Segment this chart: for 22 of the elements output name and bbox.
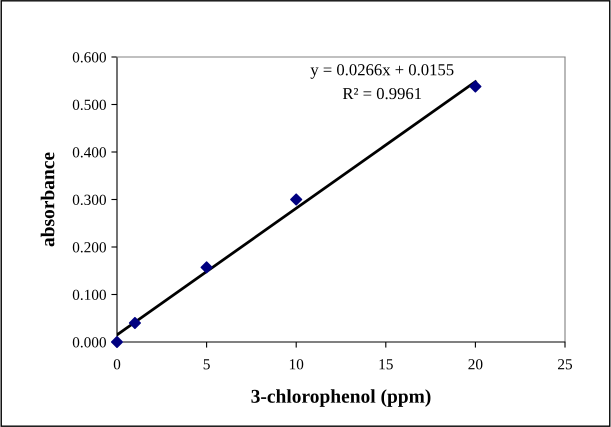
y-tick-label: 0.300 (72, 194, 106, 206)
x-tick-label: 0 (114, 359, 120, 370)
y-tick-label: 0.500 (72, 100, 106, 110)
x-tick-label: 5 (204, 359, 210, 370)
point (200, 261, 213, 274)
y-tick-label: 0.400 (72, 147, 106, 158)
x-axis-title: 3-chlorophenol (ppm) (251, 389, 430, 407)
point (290, 193, 302, 206)
y-tick-label: 0.200 (72, 242, 106, 253)
x-tick-label: 10 (290, 359, 304, 370)
y-tick-label: 0.600 (72, 52, 106, 63)
x-tick-label: 15 (380, 359, 393, 370)
annotation: R² = 0.9961 (342, 88, 422, 100)
y-tick-label: 0.100 (72, 290, 106, 300)
point (110, 336, 124, 348)
point (128, 316, 141, 330)
point (469, 80, 482, 93)
x-tick-label: 20 (468, 359, 482, 370)
y-axis-title: absorbance (40, 152, 54, 246)
y-tick-label: 0.000 (72, 337, 106, 348)
annotation: y = 0.0266x + 0.0155 (310, 64, 454, 79)
x-tick-label: 25 (558, 359, 572, 370)
